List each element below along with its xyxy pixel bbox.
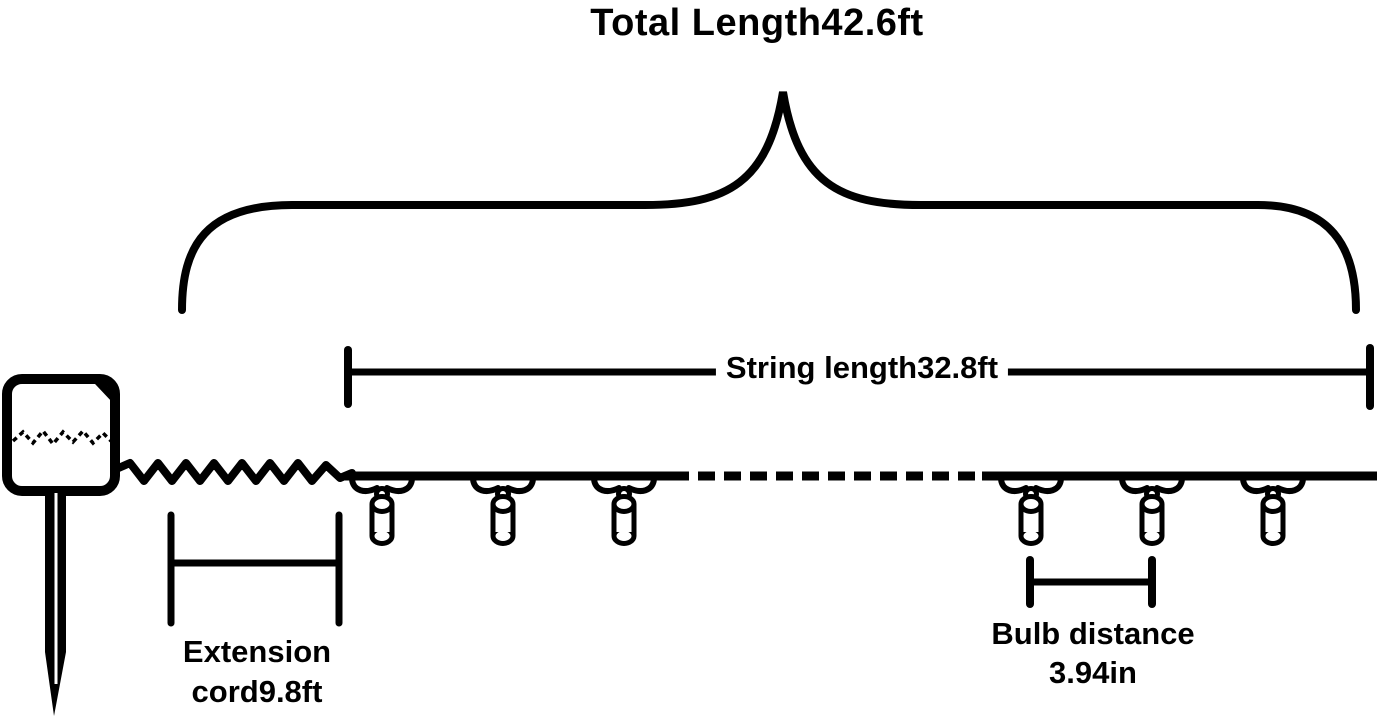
bulb-distance-label: Bulb distance 3.94in	[991, 614, 1194, 692]
bulb-icon	[594, 479, 654, 544]
extension-cord-label-line1: Extension	[182, 634, 332, 669]
bulb-icon	[1243, 479, 1303, 544]
extension-cord-label: Extension cord9.8ft	[183, 632, 331, 712]
bulb-distance-measure	[1026, 556, 1156, 608]
bulb-distance-label-line2: 3.94in	[1049, 655, 1137, 690]
bulb-distance-label-line1: Bulb distance	[991, 616, 1195, 651]
solar-panel-icon	[2, 374, 120, 496]
extension-cord-zigzag-icon	[110, 459, 356, 485]
bulb-icon	[1001, 479, 1061, 544]
bulb-icon	[352, 479, 412, 544]
bulb-icon	[1122, 479, 1182, 544]
extension-cord-measure	[167, 511, 343, 627]
ground-stake-icon	[45, 490, 66, 716]
string-length-label: String length32.8ft	[715, 350, 1009, 386]
bulb-icon	[473, 479, 533, 544]
curly-brace-icon	[178, 91, 1360, 314]
total-length-label: Total Length42.6ft	[590, 2, 924, 44]
extension-cord-label-line2: cord9.8ft	[191, 674, 323, 709]
